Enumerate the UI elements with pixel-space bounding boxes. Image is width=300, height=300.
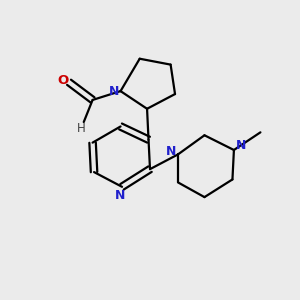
Text: N: N [165, 145, 176, 158]
Text: H: H [77, 122, 86, 135]
Text: N: N [116, 188, 126, 202]
Text: N: N [236, 139, 247, 152]
Text: O: O [57, 74, 68, 87]
Text: N: N [109, 85, 119, 98]
